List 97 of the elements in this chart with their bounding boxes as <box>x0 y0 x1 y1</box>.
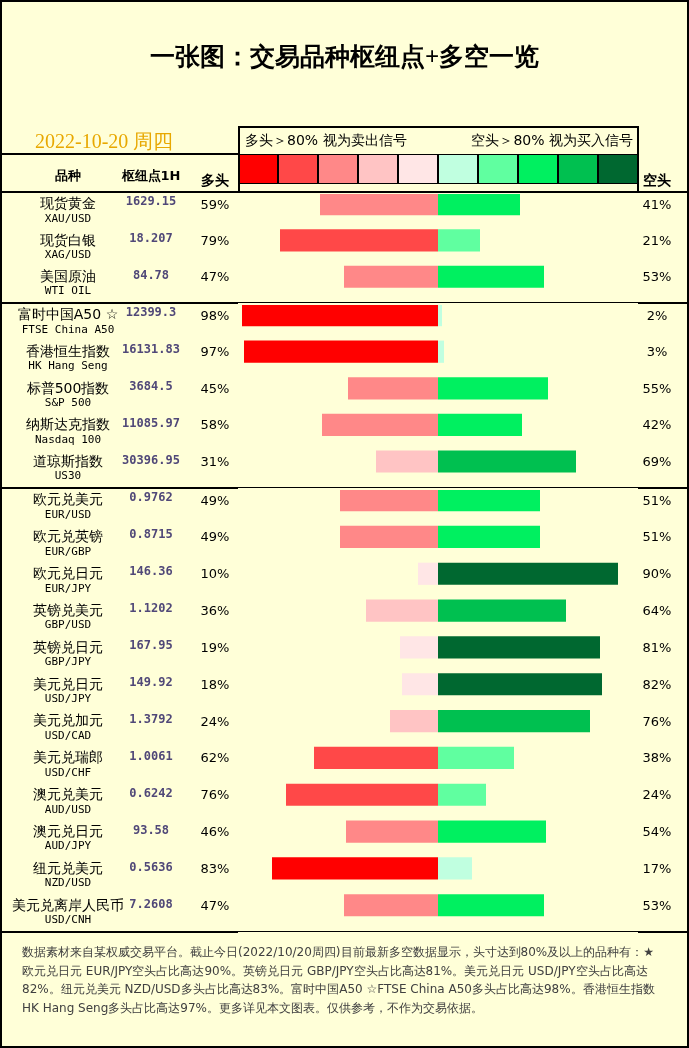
y-tick-label: 香港恒生指数 HK Hang Seng <box>26 342 110 373</box>
data-label: 1.3792 <box>129 712 173 726</box>
data-label: 54% <box>642 824 672 840</box>
data-label: 81% <box>642 639 672 655</box>
y-tick-label: 现货白银 XAG/USD <box>40 231 96 261</box>
y-tick-label: 英镑兑美元 GBP/USD <box>33 601 103 632</box>
data-label: 36% <box>200 603 230 619</box>
data-label: 84.78 <box>132 268 170 282</box>
data-label: 21% <box>642 232 672 248</box>
data-label: 1629.15 <box>125 194 177 208</box>
data-label: 19% <box>200 639 230 655</box>
data-label: 0.5636 <box>129 860 173 874</box>
data-label: 16131.83 <box>122 342 180 356</box>
data-label: 0.9762 <box>129 490 173 504</box>
bar <box>438 305 442 327</box>
data-label: 10% <box>200 566 230 582</box>
text: 枢纽点1H <box>121 168 181 184</box>
data-label: 64% <box>642 603 672 619</box>
data-label: 24% <box>642 787 672 803</box>
data-label: 18% <box>200 676 230 692</box>
text: 一张图：交易品种枢纽点+多空一览 <box>148 42 541 72</box>
y-tick-label: 澳元兑日元 AUD/JPY <box>33 822 103 853</box>
data-label: 51% <box>642 492 672 508</box>
y-axis-title: 品种 <box>55 168 81 184</box>
data-label: 11085.97 <box>122 416 180 430</box>
bar <box>402 673 438 696</box>
y-tick-label: 富时中国A50 ☆ FTSE China A50 <box>17 306 119 336</box>
data-label: 55% <box>642 380 672 396</box>
data-label: 167.95 <box>129 638 173 652</box>
data-label: 49% <box>200 492 230 508</box>
data-label: 31% <box>200 454 230 469</box>
data-label: 46% <box>200 824 230 840</box>
data-label: 98% <box>200 307 230 323</box>
y-tick-label: 纳斯达克指数 Nasdaq 100 <box>26 416 110 446</box>
data-label: 58% <box>200 417 230 433</box>
data-label: 24% <box>200 713 230 729</box>
y-tick-label: 欧元兑美元 EUR/USD <box>33 491 103 521</box>
y-tick-label: 美国原油 WTI OIL <box>40 267 96 298</box>
data-label: 51% <box>642 529 672 545</box>
text: 2022-10-20 周四 <box>35 129 174 154</box>
data-label: 41% <box>642 196 672 212</box>
data-label: 0.8715 <box>129 527 173 541</box>
text: 空头＞80% 视为买入信号 <box>471 132 633 150</box>
data-label: 76% <box>642 713 672 729</box>
y-tick-label: 欧元兑日元 EUR/JPY <box>33 565 103 595</box>
y-tick-label: 纽元兑美元 NZD/USD <box>33 859 103 890</box>
data-label: 30396.95 <box>122 453 180 467</box>
data-label: 3684.5 <box>129 379 173 393</box>
data-label: 47% <box>200 897 230 913</box>
y-tick-label: 欧元兑英镑 EUR/GBP <box>33 528 103 558</box>
data-label: 42% <box>642 417 672 433</box>
y-tick-label: 美元兑离岸人民币 USD/CNH <box>12 896 124 927</box>
data-label: 12399.3 <box>125 305 177 319</box>
data-label: 7.2608 <box>129 897 173 911</box>
y-tick-label: 英镑兑日元 GBP/JPY <box>33 638 103 669</box>
data-label: 38% <box>642 750 672 766</box>
data-label: 3% <box>646 344 668 360</box>
y-tick-label: 美元兑加元 USD/CAD <box>33 712 103 742</box>
data-label: 1.1202 <box>129 601 173 615</box>
data-label: 1.0061 <box>129 749 173 763</box>
data-label: 53% <box>642 269 672 285</box>
y-tick-label: 标普500指数 S&P 500 <box>25 379 110 409</box>
y-tick-label: 美元兑瑞郎 USD/CHF <box>33 749 103 779</box>
bar <box>438 340 444 363</box>
data-label: 17% <box>642 860 672 876</box>
data-label: 0.6242 <box>129 786 173 800</box>
y-tick-label: 道琼斯指数 US30 <box>33 452 103 483</box>
data-label: 2% <box>646 307 668 323</box>
data-label: 53% <box>642 897 672 913</box>
data-label: 69% <box>642 454 672 469</box>
data-label: 83% <box>200 860 230 876</box>
bar <box>418 562 438 585</box>
data-label: 90% <box>642 566 672 582</box>
data-label: 149.92 <box>129 675 173 689</box>
y-tick-label: 美元兑日元 USD/JPY <box>33 675 103 706</box>
bar <box>390 710 438 733</box>
text: 数据素材来自某权威交易平台。截止今日(2022/10/20周四)目前最新多空数据显示，头寸达到80%及以上的品种有：★ 欧元兑日元 EUR/JPY空头占比高达90%。英镑兑日元 GBP/JPY空头占比高达81%。美元兑日元 USD/JPY空头占比高达82%。纽元兑美元 NZD/USD多头占比高达83%。富时中国A50 ☆FTSE China A50多头占比高达98%。香港恒生指数 HK Hang Seng多头占比高达97%。更多详见本文图表。仅供参考，不作为交易依据。 <box>22 944 656 1017</box>
data-label: 93.58 <box>132 823 170 837</box>
data-label: 97% <box>200 344 230 360</box>
data-label: 76% <box>200 787 230 803</box>
bar <box>438 783 486 806</box>
x-axis-title: 多头 <box>201 171 229 189</box>
data-label: 18.207 <box>129 231 173 245</box>
data-label: 82% <box>642 676 672 692</box>
data-label: 79% <box>200 232 230 248</box>
y-tick-label: 澳元兑美元 AUD/USD <box>33 786 103 816</box>
data-label: 45% <box>200 380 230 396</box>
data-label: 49% <box>200 529 230 545</box>
bar <box>438 857 472 880</box>
data-label: 47% <box>200 269 230 285</box>
bar <box>400 636 438 659</box>
text: 多头＞80% 视为卖出信号 <box>245 132 407 150</box>
x-axis-title: 空头 <box>643 171 671 189</box>
data-label: 146.36 <box>129 564 173 578</box>
y-tick-label: 现货黄金 XAU/USD <box>40 195 96 225</box>
data-label: 59% <box>200 196 230 212</box>
data-label: 62% <box>200 750 230 766</box>
